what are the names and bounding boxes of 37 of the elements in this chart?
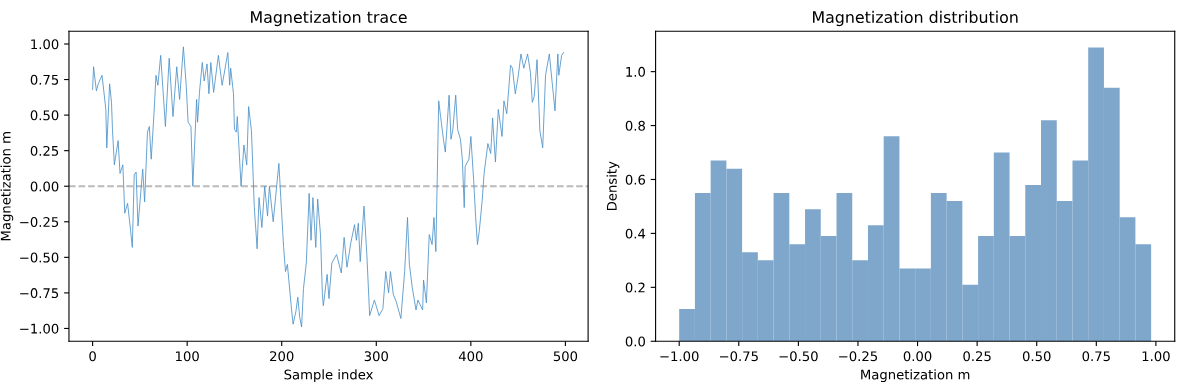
y-axis-title: Density xyxy=(606,161,620,211)
line-series xyxy=(92,46,564,328)
x-tick-label: −1.00 xyxy=(660,351,699,362)
x-tick-label: 0.75 xyxy=(1082,351,1110,362)
x-tick-label: −0.50 xyxy=(779,351,818,362)
x-tick-label: 0.50 xyxy=(1022,351,1051,362)
y-tick-label: 0.6 xyxy=(625,174,646,185)
y-tick-label: 0.4 xyxy=(625,228,646,239)
x-tick-label: −0.75 xyxy=(719,351,758,362)
x-tick-label: 1.00 xyxy=(1142,351,1170,362)
x-tick-label: −0.25 xyxy=(839,351,878,362)
y-tick-label: −1.00 xyxy=(20,323,59,334)
y-axis-title: Magnetization m xyxy=(0,132,14,241)
chart-title: Magnetization trace xyxy=(251,10,407,27)
y-tick-label: 1.00 xyxy=(31,39,59,50)
x-tick-label: 500 xyxy=(553,351,578,362)
y-tick-label: 0.50 xyxy=(30,110,59,121)
y-tick-label: 0.2 xyxy=(625,282,645,293)
x-tick-label: 100 xyxy=(176,351,199,362)
y-tick-label: −0.75 xyxy=(20,288,59,299)
x-tick-label: 400 xyxy=(458,351,483,362)
x-tick-label: 300 xyxy=(364,351,388,362)
y-tick-label: 0.8 xyxy=(625,120,645,131)
x-axis-title: Sample index xyxy=(284,369,373,383)
x-tick-label: 0.25 xyxy=(963,351,991,362)
x-tick-label: 0 xyxy=(89,351,96,362)
y-tick-label: 0.25 xyxy=(30,145,59,156)
y-tick-label: 0.0 xyxy=(625,336,645,347)
y-tick-label: 0.00 xyxy=(30,181,59,192)
y-tick-label: 1.0 xyxy=(626,66,645,77)
y-tick-label: −0.50 xyxy=(20,252,59,263)
chart-title: Magnetization distribution xyxy=(813,10,1018,27)
y-tick-label: −0.25 xyxy=(20,217,59,227)
x-tick-label: 0.00 xyxy=(903,351,932,362)
y-tick-label: 0.75 xyxy=(30,74,59,85)
x-tick-label: 200 xyxy=(270,351,294,362)
x-axis-title: Magnetization m xyxy=(861,369,970,383)
